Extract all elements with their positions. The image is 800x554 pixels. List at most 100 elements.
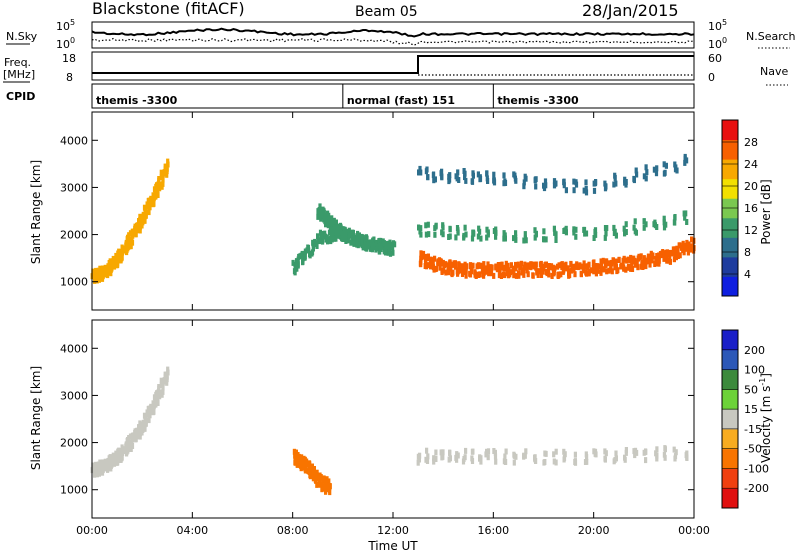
colorbar-tick-label: 50 bbox=[744, 383, 758, 396]
heatmap-cell bbox=[478, 262, 482, 269]
heatmap-cell bbox=[155, 182, 159, 189]
heatmap-cell bbox=[336, 227, 340, 233]
heatmap-cell bbox=[479, 458, 483, 465]
heatmap-cell bbox=[108, 258, 112, 265]
x-tick-label: 08:00 bbox=[277, 524, 309, 537]
heatmap-cell bbox=[592, 235, 596, 241]
heatmap-cell bbox=[166, 158, 170, 165]
y-tick-label: 2000 bbox=[60, 437, 88, 450]
heatmap-cell bbox=[126, 447, 130, 454]
heatmap-cell bbox=[485, 268, 489, 275]
colorbar-tick-label: 12 bbox=[744, 224, 758, 237]
heatmap-cell bbox=[582, 226, 586, 233]
heatmap-cell bbox=[514, 230, 518, 237]
cpid-segment-label: normal (fast) 151 bbox=[347, 94, 455, 107]
heatmap-cell bbox=[494, 229, 498, 236]
velocity-panel: 1000 2000 3000 4000 bbox=[60, 319, 695, 519]
heatmap-cell bbox=[672, 256, 676, 263]
y-tick-label: 2000 bbox=[60, 229, 88, 242]
heatmap-cell bbox=[640, 259, 644, 266]
heatmap-cell bbox=[138, 220, 142, 227]
heatmap-cell bbox=[574, 226, 578, 233]
heatmap-cell bbox=[497, 264, 501, 271]
heatmap-cell bbox=[417, 224, 421, 231]
heatmap-cell bbox=[134, 230, 138, 237]
heatmap-cell bbox=[100, 459, 104, 466]
heatmap-cell bbox=[557, 262, 561, 269]
heatmap-cell bbox=[624, 266, 628, 273]
heatmap-cell bbox=[122, 446, 126, 453]
heatmap-cell bbox=[315, 243, 319, 249]
heatmap-cell bbox=[622, 265, 626, 272]
heatmap-cell bbox=[673, 246, 677, 253]
heatmap-cell bbox=[657, 252, 662, 259]
heatmap-cell bbox=[504, 260, 508, 267]
heatmap-cell bbox=[326, 213, 330, 219]
heatmap-cell bbox=[619, 263, 623, 270]
heatmap-cell bbox=[163, 166, 167, 173]
heatmap-cell bbox=[419, 225, 423, 232]
freq-tick-high: 18 bbox=[62, 52, 76, 65]
heatmap-cell bbox=[499, 273, 503, 279]
heatmap-cell bbox=[356, 242, 360, 249]
colorbar-swatch bbox=[722, 178, 738, 199]
heatmap-cell bbox=[633, 228, 637, 235]
heatmap-cell bbox=[296, 452, 300, 458]
heatmap-cell bbox=[522, 271, 526, 278]
colorbar-tick-label: 16 bbox=[744, 202, 758, 215]
colorbar-tick-label: -100 bbox=[744, 462, 769, 475]
heatmap-cell bbox=[476, 171, 480, 178]
heatmap-cell bbox=[546, 266, 550, 273]
power-x-ticks bbox=[91, 112, 695, 310]
heatmap-cell bbox=[502, 458, 506, 465]
y-tick-label: 4000 bbox=[60, 134, 88, 147]
heatmap-cell bbox=[664, 162, 668, 169]
heatmap-cell bbox=[303, 457, 307, 464]
heatmap-cell bbox=[439, 258, 443, 265]
heatmap-cell bbox=[470, 448, 474, 455]
heatmap-cell bbox=[143, 414, 147, 421]
heatmap-cell bbox=[301, 258, 305, 265]
heatmap-cell bbox=[582, 187, 586, 194]
heatmap-cell bbox=[471, 262, 475, 269]
heatmap-cell bbox=[347, 232, 352, 239]
heatmap-cell bbox=[97, 470, 101, 477]
heatmap-cell bbox=[108, 454, 112, 461]
heatmap-cell bbox=[525, 267, 529, 274]
heatmap-cell bbox=[566, 265, 570, 272]
heatmap-cell bbox=[321, 232, 325, 239]
heatmap-cell bbox=[112, 455, 116, 462]
heatmap-cell bbox=[434, 222, 438, 229]
heatmap-cell bbox=[470, 268, 474, 275]
heatmap-cell bbox=[131, 232, 135, 239]
heatmap-cell bbox=[639, 253, 643, 260]
heatmap-cell bbox=[633, 218, 637, 225]
heatmap-cell bbox=[461, 269, 465, 275]
heatmap-cell bbox=[148, 406, 152, 413]
heatmap-cell bbox=[391, 249, 395, 256]
heatmap-cell bbox=[573, 458, 577, 465]
heatmap-cell bbox=[583, 230, 587, 237]
station-title: Blackstone (fitACF) bbox=[92, 0, 245, 18]
heatmap-cell bbox=[157, 177, 161, 184]
heatmap-cell bbox=[457, 267, 461, 274]
heatmap-cell bbox=[481, 263, 486, 270]
heatmap-cell bbox=[315, 481, 319, 488]
heatmap-cell bbox=[477, 225, 481, 232]
heatmap-cell bbox=[587, 269, 591, 276]
heatmap-cell bbox=[424, 231, 428, 238]
heatmap-cell bbox=[489, 270, 494, 277]
heatmap-cell bbox=[161, 180, 165, 187]
heatmap-cell bbox=[328, 489, 332, 496]
heatmap-cell bbox=[574, 233, 578, 240]
heatmap-cell bbox=[152, 199, 156, 206]
heatmap-cell bbox=[425, 447, 429, 454]
heatmap-cell bbox=[584, 189, 589, 196]
heatmap-cell bbox=[320, 486, 324, 493]
heatmap-cell bbox=[100, 275, 105, 282]
heatmap-cell bbox=[624, 449, 628, 456]
heatmap-cell bbox=[534, 264, 538, 271]
heatmap-cell bbox=[338, 232, 342, 239]
heatmap-cell bbox=[547, 271, 551, 278]
heatmap-cell bbox=[432, 177, 436, 184]
